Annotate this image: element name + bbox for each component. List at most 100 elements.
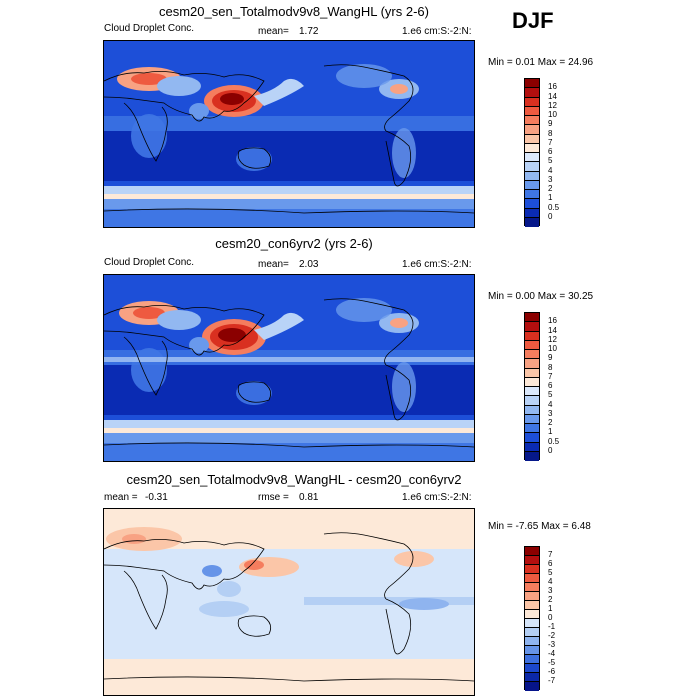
- panel3-min-value: -7.65: [515, 521, 539, 532]
- panel3-rmse-value: 0.81: [299, 492, 319, 503]
- colorbar-tick-label: 5: [548, 568, 553, 577]
- colorbar-swatch: [525, 637, 539, 646]
- colorbar-swatch: [525, 424, 539, 434]
- panel3-min-label: Min =: [488, 521, 513, 532]
- colorbar-swatch: [525, 368, 539, 378]
- colorbar-tick-label: 7: [548, 137, 553, 147]
- colorbar-swatch: [525, 601, 539, 610]
- panel1-variable-label: Cloud Droplet Conc.: [104, 23, 195, 34]
- colorbar-tick-label: 12: [548, 334, 557, 344]
- colorbar-swatch: [525, 673, 539, 682]
- colorbar-swatch: [525, 180, 539, 190]
- colorbar-tick-label: -4: [548, 649, 556, 658]
- colorbar-swatch: [525, 646, 539, 655]
- colorbar-swatch: [525, 387, 539, 397]
- panel3-minmax: Min = -7.65 Max = 6.48: [488, 521, 591, 532]
- colorbar-tick-label: -3: [548, 640, 556, 649]
- panel1-mean-label: mean=: [258, 26, 289, 37]
- colorbar-swatch: [525, 359, 539, 369]
- colorbar-tick-label: 0.5: [548, 436, 560, 446]
- colorbar-tick-label: 7: [548, 371, 553, 381]
- colorbar-swatch: [525, 583, 539, 592]
- panel1-min-label: Min =: [488, 57, 513, 68]
- colorbar-swatch: [525, 340, 539, 350]
- colorbar-swatch: [525, 331, 539, 341]
- colorbar-swatch: [525, 442, 539, 452]
- colorbar-swatch: [525, 322, 539, 332]
- colorbar-tick-label: 1: [548, 193, 553, 203]
- panel3-mean-label: mean =: [104, 492, 138, 503]
- colorbar-swatch: [525, 556, 539, 565]
- panel2-min-value: 0.00: [515, 291, 535, 302]
- panel2-colorbar: [524, 312, 540, 461]
- panel2-units: 1.e6 cm:S:-2:N:: [402, 259, 472, 270]
- panel2-min-label: Min =: [488, 291, 513, 302]
- panel1-colorbar: [524, 78, 540, 227]
- panel1-max-label: Max =: [537, 57, 566, 68]
- colorbar-swatch: [525, 97, 539, 107]
- colorbar-tick-label: 1: [548, 604, 553, 613]
- colorbar-tick-label: 7: [548, 550, 553, 559]
- colorbar-swatch: [525, 433, 539, 443]
- colorbar-swatch: [525, 610, 539, 619]
- panel2-max-value: 30.25: [568, 291, 594, 302]
- colorbar-swatch: [525, 313, 539, 323]
- colorbar-swatch: [525, 628, 539, 637]
- panel1-map: [103, 40, 475, 228]
- colorbar-swatch: [525, 405, 539, 415]
- colorbar-tick-label: 2: [548, 184, 553, 193]
- panel2-mean-label: mean=: [258, 259, 289, 270]
- colorbar-tick-label: 14: [548, 325, 557, 335]
- panel3-colorbar: [524, 546, 540, 691]
- panel3-max-value: 6.48: [571, 521, 591, 532]
- colorbar-tick-label: 16: [548, 316, 557, 326]
- colorbar-tick-label: -7: [548, 676, 556, 685]
- colorbar-tick-label: 10: [548, 110, 557, 119]
- panel2-map: [103, 274, 475, 462]
- panel2-mean-value: 2.03: [299, 259, 319, 270]
- colorbar-swatch: [525, 217, 539, 227]
- colorbar-tick-label: 0.5: [548, 202, 560, 212]
- colorbar-swatch: [525, 199, 539, 209]
- panel1-minmax: Min = 0.01 Max = 24.96: [488, 57, 593, 68]
- colorbar-tick-label: 6: [548, 381, 553, 390]
- colorbar-swatch: [525, 565, 539, 574]
- colorbar-swatch: [525, 190, 539, 200]
- season-label: DJF: [512, 8, 554, 33]
- panel2-title: cesm20_con6yrv2 (yrs 2-6): [215, 236, 373, 251]
- colorbar-tick-label: 8: [548, 362, 553, 372]
- panel1-max-value: 24.96: [568, 57, 594, 68]
- colorbar-swatch: [525, 396, 539, 406]
- colorbar-swatch: [525, 377, 539, 387]
- colorbar-swatch: [525, 592, 539, 601]
- colorbar-swatch: [525, 116, 539, 126]
- colorbar-tick-label: 6: [548, 559, 553, 568]
- colorbar-tick-label: 14: [548, 91, 557, 101]
- colorbar-swatch: [525, 106, 539, 116]
- colorbar-tick-label: 16: [548, 82, 557, 92]
- colorbar-tick-label: 0: [548, 613, 553, 622]
- panel2-variable-label: Cloud Droplet Conc.: [104, 257, 195, 268]
- colorbar-swatch: [525, 682, 539, 691]
- panel1-min-value: 0.01: [515, 57, 535, 68]
- colorbar-swatch: [525, 414, 539, 424]
- colorbar-tick-label: -6: [548, 667, 556, 676]
- colorbar-swatch: [525, 162, 539, 172]
- colorbar-tick-label: 6: [548, 147, 553, 156]
- colorbar-swatch: [525, 655, 539, 664]
- colorbar-swatch: [525, 574, 539, 583]
- panel3-max-label: Max =: [541, 521, 569, 532]
- colorbar-tick-label: -5: [548, 658, 556, 667]
- colorbar-tick-label: 5: [548, 156, 553, 166]
- panel2-max-label: Max =: [537, 291, 566, 302]
- colorbar-tick-label: 0: [548, 211, 553, 221]
- colorbar-tick-label: 2: [548, 595, 553, 604]
- colorbar-swatch: [525, 451, 539, 461]
- colorbar-tick-label: 2: [548, 418, 553, 427]
- colorbar-tick-label: 12: [548, 100, 557, 110]
- colorbar-swatch: [525, 143, 539, 153]
- colorbar-swatch: [525, 125, 539, 135]
- colorbar-swatch: [525, 350, 539, 360]
- colorbar-tick-label: 8: [548, 128, 553, 138]
- panel3-map: [103, 508, 475, 696]
